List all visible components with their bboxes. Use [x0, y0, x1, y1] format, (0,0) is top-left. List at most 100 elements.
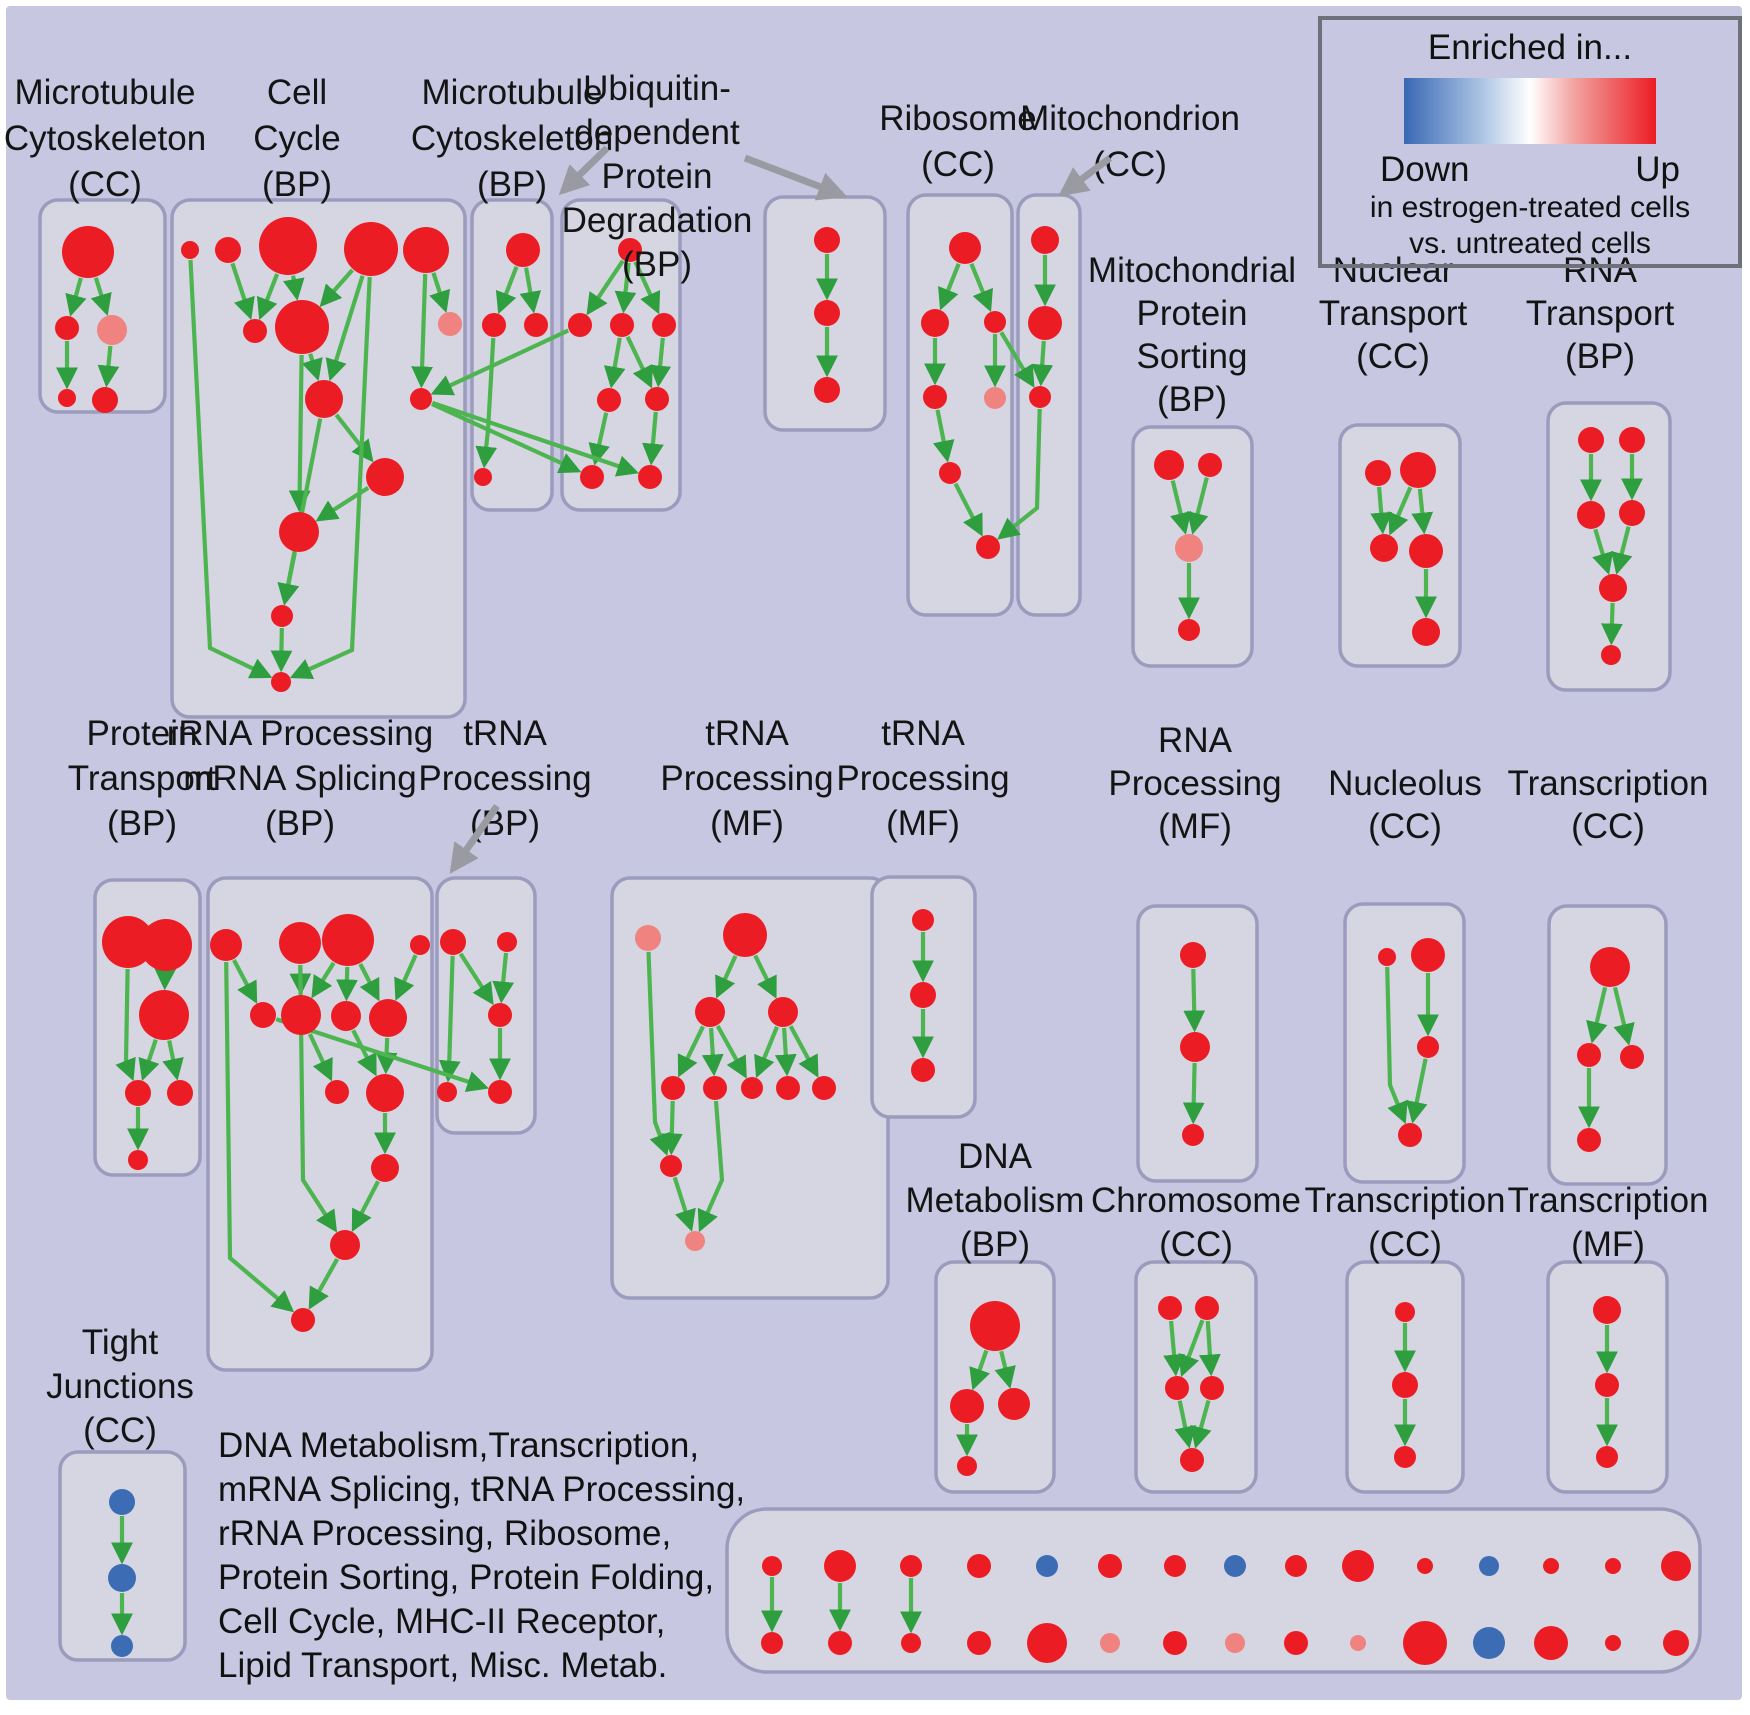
- node-rnat-ml: [1577, 501, 1605, 529]
- edge: [1592, 528, 1614, 575]
- node-misc-c3t: [900, 1555, 922, 1577]
- cluster-label-mtbp-line3: (BP): [477, 165, 547, 204]
- node-rrna-lo2: [366, 1074, 404, 1112]
- free-label-ubiquitin-line3: Protein: [602, 157, 713, 196]
- node-misc-c11b: [1403, 1621, 1447, 1665]
- node-nuct-tr: [1400, 452, 1436, 488]
- edge: [224, 961, 295, 1313]
- edge: [308, 1257, 340, 1310]
- cluster-label-dnam-line1: DNA: [958, 1137, 1033, 1176]
- edge: [1190, 1399, 1212, 1449]
- cluster-label-rrna-line2: mRNA Splicing: [183, 759, 416, 798]
- node-ubl-t: [618, 238, 642, 262]
- node-pt-b1: [102, 916, 154, 968]
- edge: [311, 961, 336, 999]
- cluster-label-rrna-line3: (BP): [265, 804, 335, 843]
- cluster-label-rib-line1: Ribosome: [879, 99, 1037, 138]
- edge: [138, 1039, 160, 1082]
- node-ubl-m3: [652, 313, 676, 337]
- node-tcc-b: [1577, 1128, 1601, 1152]
- cluster-label-rib-line2: (CC): [921, 145, 995, 184]
- node-misc-c13t: [1543, 1558, 1559, 1574]
- edge: [519, 267, 542, 314]
- pointer-arrow-2: [743, 154, 848, 201]
- node-misc-c10t: [1342, 1550, 1374, 1582]
- node-dnam-b: [957, 1456, 977, 1476]
- edge: [429, 272, 451, 313]
- cluster-label-mps-line2: Protein: [1137, 294, 1248, 333]
- node-rnat-tl: [1578, 427, 1604, 453]
- cluster-label-cc-line3: (BP): [262, 165, 332, 204]
- node-misc-c2t: [824, 1550, 856, 1582]
- cluster-box-rrna: [206, 876, 434, 1372]
- edge: [188, 259, 273, 679]
- node-misc-c4t: [967, 1554, 991, 1578]
- cluster-label-nuct-line1: Nuclear: [1333, 251, 1454, 290]
- edge: [1174, 1400, 1196, 1449]
- node-misc-c15b: [1663, 1630, 1689, 1656]
- node-rrna-mm: [371, 1154, 399, 1182]
- node-mtbp-mr: [524, 313, 548, 337]
- edge: [256, 273, 280, 321]
- free-label-ubiquitin-line5: (BP): [622, 245, 692, 284]
- cluster-label-mtbp-line2: Cytoskeleton: [411, 119, 613, 158]
- edge: [677, 1025, 705, 1078]
- cluster-label-nuct-line2: Transport: [1319, 294, 1468, 333]
- node-chrom-tl: [1158, 1296, 1182, 1320]
- node-ubl-l2: [645, 387, 669, 411]
- node-ubl-m2: [610, 313, 634, 337]
- cluster-label-tcc-line2: (CC): [1571, 807, 1645, 846]
- pointer-arrow-1: [558, 145, 610, 196]
- edge: [994, 1350, 1016, 1389]
- edge: [649, 337, 672, 388]
- cluster-list-text-line5: Cell Cycle, MHC-II Receptor,: [218, 1602, 666, 1641]
- cluster-label-nucl-line1: Nucleolus: [1328, 764, 1482, 803]
- node-ubl-b1: [580, 465, 604, 489]
- edge: [672, 1176, 696, 1232]
- cluster-label-rnat-line3: (BP): [1565, 337, 1635, 376]
- node-mps-md: [1175, 534, 1203, 562]
- node-tcc2-t: [1395, 1302, 1415, 1322]
- node-misc-c12b: [1473, 1627, 1505, 1659]
- node-rnat-c: [1599, 574, 1627, 602]
- cluster-label-trnabp-line1: tRNA: [463, 714, 547, 753]
- node-misc-c4b: [967, 1631, 991, 1655]
- edge: [334, 413, 374, 463]
- node-cc-d2: [279, 512, 319, 552]
- node-rrna-t2: [279, 922, 321, 964]
- legend-up-label: Up: [1635, 150, 1680, 189]
- edge: [625, 335, 653, 389]
- cluster-box-nucl: [1343, 902, 1466, 1184]
- node-rib-ll: [923, 385, 947, 409]
- node-ubl-m1: [568, 313, 592, 337]
- free-label-ubiquitin-line2: dependent: [574, 113, 740, 152]
- node-tcc-mr: [1620, 1045, 1644, 1069]
- cluster-label-tmf1-line3: (MF): [710, 804, 784, 843]
- node-misc-c14t: [1605, 1558, 1621, 1574]
- node-rrna-bg: [330, 1230, 360, 1260]
- node-rrna-t3: [322, 914, 374, 966]
- node-chrom-ml: [1165, 1376, 1189, 1400]
- node-trnabp-b2: [488, 1080, 512, 1104]
- node-tcc-ml: [1577, 1043, 1601, 1067]
- node-rrna-t1: [210, 929, 242, 961]
- edge: [458, 952, 494, 1006]
- cluster-label-tcc2-line2: (CC): [1368, 1225, 1442, 1264]
- node-tj-t: [109, 1489, 135, 1515]
- node-tmf1-l2: [703, 1076, 727, 1100]
- node-rnat-b: [1601, 645, 1621, 665]
- node-misc-c8t: [1224, 1555, 1246, 1577]
- node-misc-c7t: [1164, 1555, 1186, 1577]
- node-misc-c2b: [828, 1631, 852, 1655]
- node-cc-b1: [243, 319, 267, 343]
- node-cc-a1: [181, 241, 199, 259]
- node-rnamf-m: [1180, 1032, 1210, 1062]
- edge: [754, 1026, 779, 1079]
- cluster-label-rnamf-line2: Processing: [1108, 764, 1281, 803]
- cluster-box-misc: [725, 1507, 1702, 1674]
- node-ubl-b2: [638, 465, 662, 489]
- legend-subtitle-line2: vs. untreated cells: [1409, 227, 1651, 260]
- node-ubr-t: [814, 227, 840, 253]
- cluster-box-rnat: [1546, 401, 1672, 692]
